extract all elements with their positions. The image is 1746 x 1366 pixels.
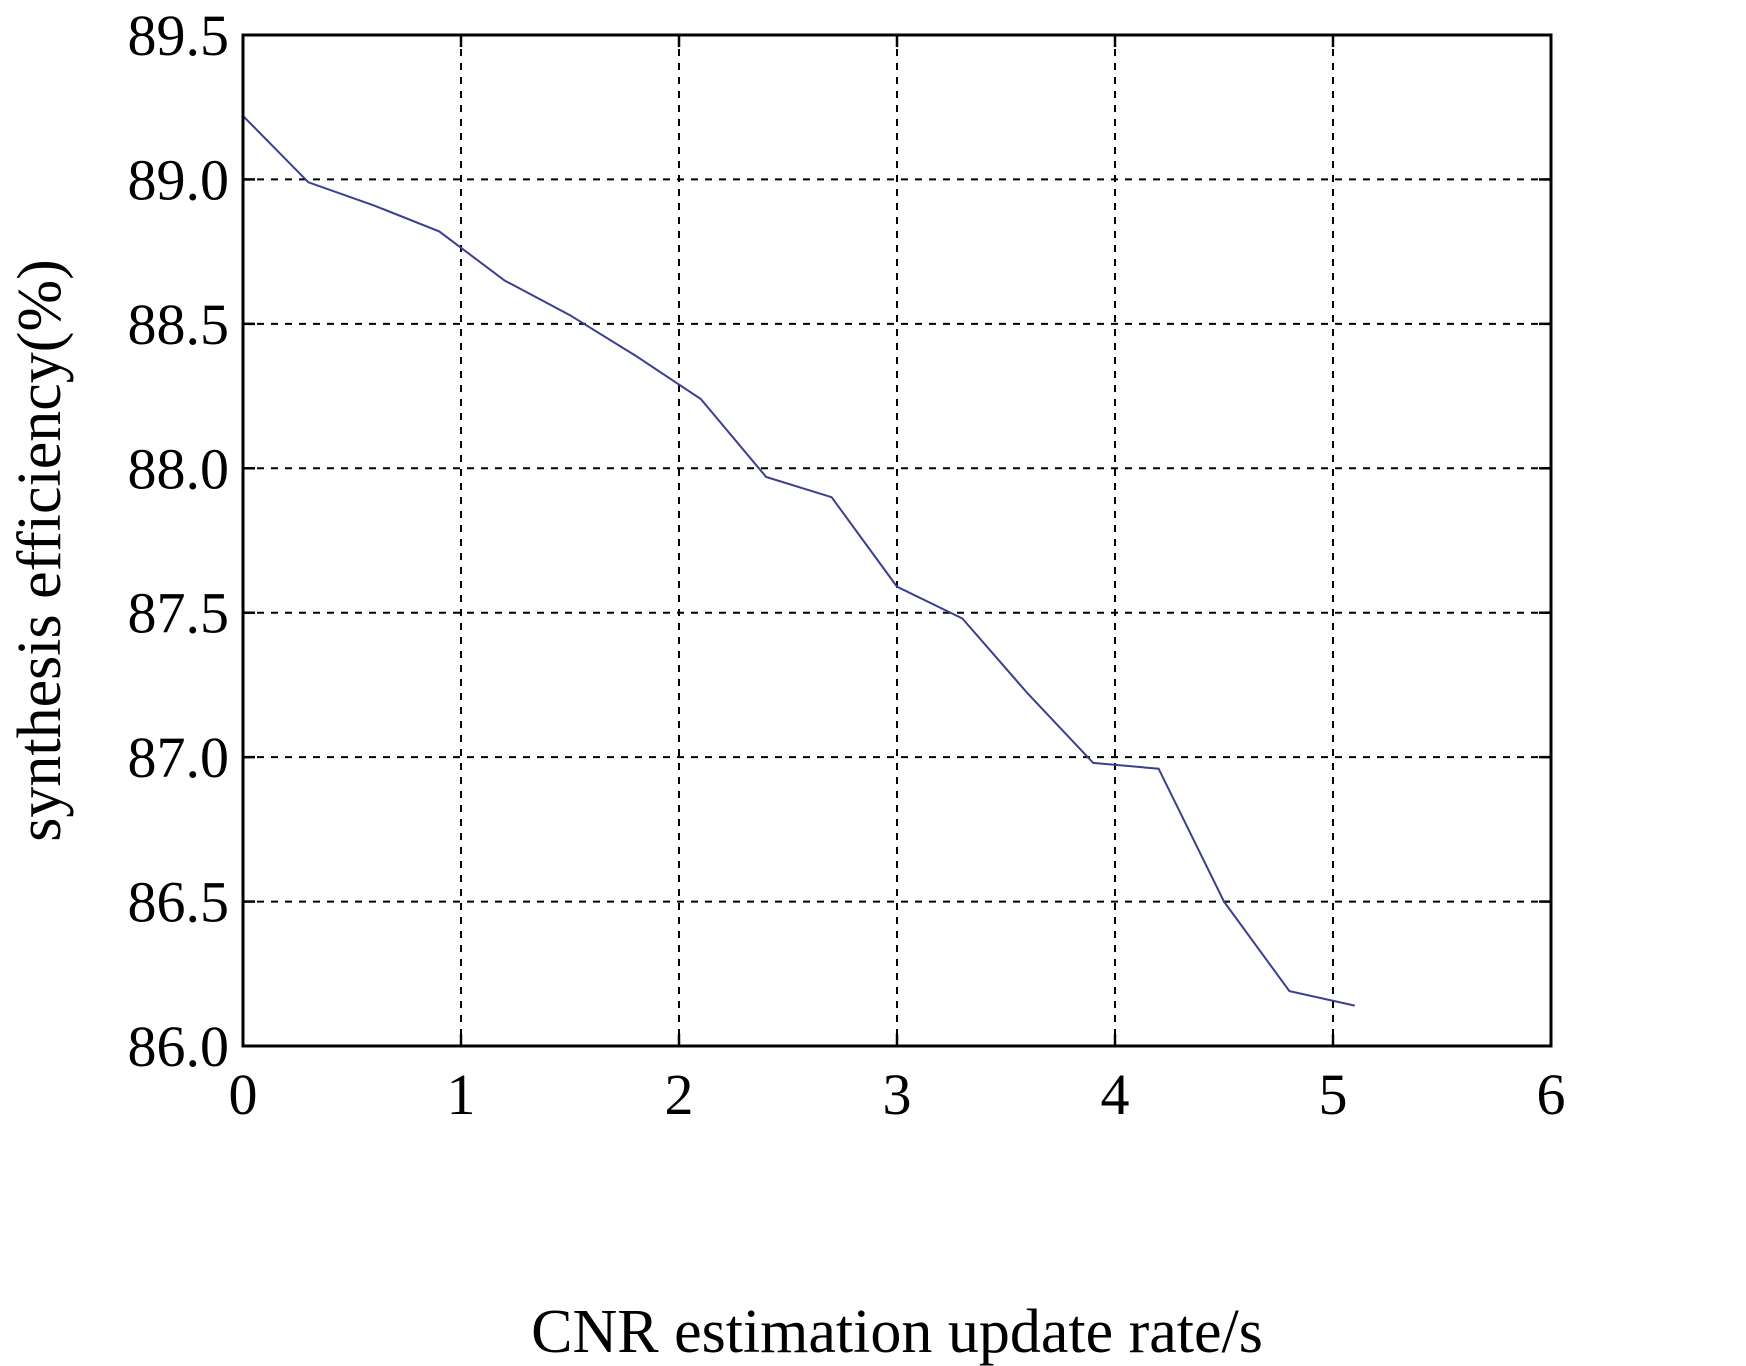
series-line [242, 115, 1356, 1007]
y-tick-label: 86.0 [128, 1014, 230, 1079]
x-tick-label: 1 [447, 1062, 476, 1127]
x-tick-label: 2 [665, 1062, 694, 1127]
x-tick-label: 0 [229, 1062, 258, 1127]
series-layer [242, 115, 1356, 1007]
x-tick-label: 5 [1319, 1062, 1348, 1127]
y-tick-labels: 86.0 86.5 87.0 87.5 88.0 88.5 89.0 89.5 [128, 3, 230, 1079]
y-tick-label: 87.5 [128, 581, 230, 646]
y-tick-label: 87.0 [128, 725, 230, 790]
y-tick-label: 89.0 [128, 147, 230, 212]
y-tick-label: 86.5 [128, 870, 230, 935]
x-tick-label: 3 [883, 1062, 912, 1127]
y-axis-label: synthesis efficiency(%) [6, 259, 74, 842]
plot-area-frame [241, 33, 1553, 1048]
y-tick-label: 89.5 [128, 3, 230, 68]
x-axis-label: CNR estimation update rate/s [531, 1298, 1263, 1366]
y-tick-label: 88.5 [128, 292, 230, 357]
x-tick-label: 4 [1101, 1062, 1130, 1127]
x-tick-label: 6 [1537, 1062, 1566, 1127]
grid-lines [243, 35, 1551, 1046]
x-tick-labels: 0 1 2 3 4 5 6 [229, 1062, 1566, 1127]
y-tick-label: 88.0 [128, 436, 230, 501]
